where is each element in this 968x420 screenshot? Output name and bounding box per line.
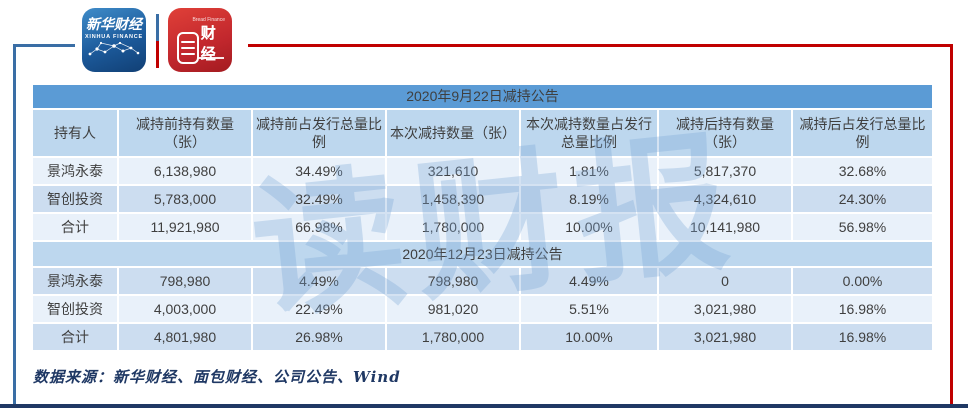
- table-row: 智创投资 5,783,000 32.49% 1,458,390 8.19% 4,324,6…: [33, 186, 932, 212]
- table-cell: 32.68%: [793, 158, 932, 184]
- table-cell: 16.98%: [793, 296, 932, 322]
- table-cell: 10.00%: [521, 324, 657, 350]
- table-cell: 10,141,980: [659, 214, 791, 240]
- table-cell: 22.49%: [253, 296, 385, 322]
- bread-logo-underline: [198, 57, 224, 59]
- table-cell: 智创投资: [33, 186, 117, 212]
- table-cell: 景鸿永泰: [33, 268, 117, 294]
- table-cell: 5.51%: [521, 296, 657, 322]
- bread-finance-logo: Bread Finance 财经: [168, 8, 232, 72]
- column-header: 减持后占发行总量比例: [793, 110, 932, 156]
- frame-left-blue-line: [13, 44, 16, 404]
- xinhua-logo-latin-text: XINHUA FINANCE: [84, 34, 144, 40]
- table-row: 景鸿永泰 6,138,980 34.49% 321,610 1.81% 5,817,370…: [33, 158, 932, 184]
- table-cell: 34.49%: [253, 158, 385, 184]
- bread-logo-latin-text: Bread Finance: [192, 17, 225, 23]
- logo-divider-line: [156, 14, 159, 68]
- frame-top-red-line: [248, 44, 953, 47]
- column-header: 减持前占发行总量比例: [253, 110, 385, 156]
- frame-right-red-line: [950, 44, 953, 404]
- table-cell: 3,021,980: [659, 324, 791, 350]
- table-cell: 66.98%: [253, 214, 385, 240]
- table-cell: 合计: [33, 324, 117, 350]
- bread-glyph-icon: [177, 32, 199, 64]
- column-header: 本次减持数量（张）: [387, 110, 519, 156]
- table-cell: 智创投资: [33, 296, 117, 322]
- table-cell: 1,458,390: [387, 186, 519, 212]
- table-cell: 1.81%: [521, 158, 657, 184]
- table-cell: 11,921,980: [119, 214, 251, 240]
- table-cell: 1,780,000: [387, 324, 519, 350]
- table-cell: 321,610: [387, 158, 519, 184]
- table-cell: 6,138,980: [119, 158, 251, 184]
- table-cell: 景鸿永泰: [33, 158, 117, 184]
- data-source-note: 数据来源：新华财经、面包财经、公司公告、Wind: [33, 368, 401, 386]
- frame-bottom-navy-bar: [0, 404, 968, 408]
- table-cell: 16.98%: [793, 324, 932, 350]
- reduction-announcement-table: 2020年9月22日减持公告 持有人 减持前持有数量（张） 减持前占发行总量比例 本次减…: [31, 83, 934, 352]
- table-section-title: 2020年9月22日减持公告: [33, 85, 932, 108]
- table-cell: 798,980: [387, 268, 519, 294]
- column-header: 本次减持数量占发行总量比例: [521, 110, 657, 156]
- table-cell: 0.00%: [793, 268, 932, 294]
- table-row: 合计 4,801,980 26.98% 1,780,000 10.00% 3,021,98…: [33, 324, 932, 350]
- xinhua-logo-cjk-text: 新华财经: [86, 17, 142, 33]
- column-header: 持有人: [33, 110, 117, 156]
- table-cell: 56.98%: [793, 214, 932, 240]
- table-cell: 4,003,000: [119, 296, 251, 322]
- table-cell: 4.49%: [521, 268, 657, 294]
- xinhua-finance-logo: 新华财经 XINHUA FINANCE: [82, 8, 146, 72]
- table-cell: 981,020: [387, 296, 519, 322]
- table-cell: 5,817,370: [659, 158, 791, 184]
- table-cell: 4,324,610: [659, 186, 791, 212]
- table-cell: 26.98%: [253, 324, 385, 350]
- column-header: 减持前持有数量（张）: [119, 110, 251, 156]
- table-cell: 0: [659, 268, 791, 294]
- table-cell: 8.19%: [521, 186, 657, 212]
- table-cell: 798,980: [119, 268, 251, 294]
- table-cell: 3,021,980: [659, 296, 791, 322]
- frame-top-left-blue-line: [13, 44, 75, 47]
- table-row: 合计 11,921,980 66.98% 1,780,000 10.00% 10,141,…: [33, 214, 932, 240]
- table-section-title: 2020年12月23日减持公告: [33, 242, 932, 266]
- table-cell: 合计: [33, 214, 117, 240]
- table-cell: 10.00%: [521, 214, 657, 240]
- table-cell: 24.30%: [793, 186, 932, 212]
- table-cell: 5,783,000: [119, 186, 251, 212]
- table-row: 景鸿永泰 798,980 4.49% 798,980 4.49% 0 0.00%: [33, 268, 932, 294]
- table-cell: 1,780,000: [387, 214, 519, 240]
- constellation-network-icon: [88, 41, 140, 56]
- table-cell: 32.49%: [253, 186, 385, 212]
- table-row: 智创投资 4,003,000 22.49% 981,020 5.51% 3,021,980…: [33, 296, 932, 322]
- column-header: 减持后持有数量（张）: [659, 110, 791, 156]
- table-cell: 4.49%: [253, 268, 385, 294]
- table-cell: 4,801,980: [119, 324, 251, 350]
